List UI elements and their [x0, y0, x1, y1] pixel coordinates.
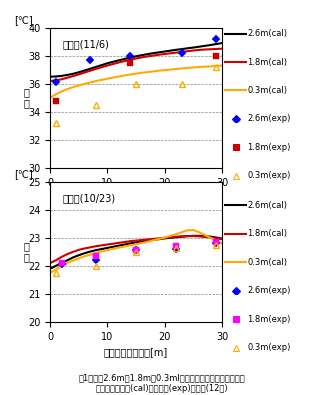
Text: 1.8m(cal): 1.8m(cal)	[247, 229, 287, 238]
Text: 0.3m(cal): 0.3m(cal)	[247, 258, 287, 267]
Text: 2.6m(exp): 2.6m(exp)	[247, 286, 291, 295]
Text: [℃]: [℃]	[14, 15, 33, 25]
Text: 曇天日(10/23): 曇天日(10/23)	[62, 193, 115, 203]
Text: 晴天日(11/6): 晴天日(11/6)	[62, 39, 109, 49]
Text: 1.8m(cal): 1.8m(cal)	[247, 58, 287, 66]
Text: 2.6m(exp): 2.6m(exp)	[247, 115, 291, 123]
X-axis label: 傾斜方向の長さ　[m]: 傾斜方向の長さ [m]	[104, 347, 168, 357]
Text: 0.3m(exp): 0.3m(exp)	[247, 343, 291, 352]
Text: 0.3m(exp): 0.3m(exp)	[247, 171, 291, 180]
Y-axis label: 温
度: 温 度	[24, 241, 29, 263]
Text: 1.8m(exp): 1.8m(exp)	[247, 315, 291, 324]
Text: 2.6m(cal): 2.6m(cal)	[247, 201, 287, 210]
Text: 図1　高さ2.6m、1.8m、0.3mlにおける傾斜ハウス内温度の
　　　　計算値(cal)と実測値(exp)の比較(12時): 図1 高さ2.6m、1.8m、0.3mlにおける傾斜ハウス内温度の 計算値(ca…	[79, 374, 245, 393]
Y-axis label: 温
度: 温 度	[24, 87, 30, 109]
Text: 1.8m(exp): 1.8m(exp)	[247, 143, 291, 152]
Text: [℃]: [℃]	[14, 169, 33, 179]
Text: 0.3m(cal): 0.3m(cal)	[247, 86, 287, 95]
Text: 2.6m(cal): 2.6m(cal)	[247, 29, 287, 38]
